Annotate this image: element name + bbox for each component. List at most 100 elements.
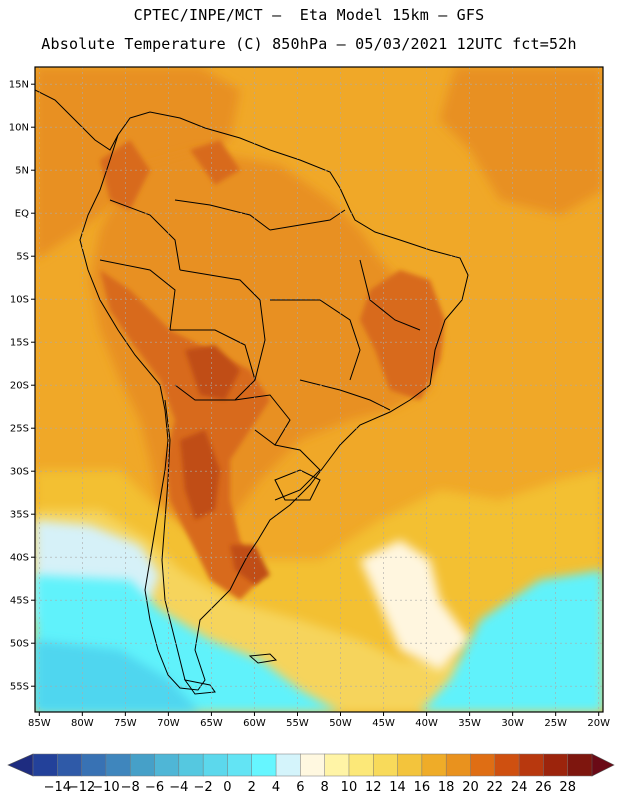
border-argentina-chile <box>161 399 186 681</box>
border-guianas <box>269 209 346 231</box>
lat-tick-label: 10S <box>10 295 29 306</box>
colorbar-swatch <box>494 753 520 777</box>
colorbar-swatch <box>81 753 107 777</box>
colorbar-label: 12 <box>365 780 382 795</box>
field-core-northeast-brazil <box>360 270 445 400</box>
lon-tick-label: 20W <box>587 718 610 729</box>
colorbar-swatch <box>445 753 472 777</box>
colorbar-label: 8 <box>321 780 329 795</box>
coastlines <box>35 89 469 695</box>
field-core-venezuela <box>190 140 240 185</box>
colorbar-swatch <box>178 753 204 777</box>
lon-tick-label: 40W <box>415 718 438 729</box>
lat-tick-label: 10N <box>9 123 29 134</box>
lat-tick-label: 40S <box>10 553 29 564</box>
border-peru <box>99 259 176 331</box>
tierra-del-fuego <box>183 679 216 695</box>
colorbar-swatch <box>518 753 544 777</box>
lat-tick-label: 15S <box>10 338 29 349</box>
lat-tick-label: 5N <box>15 166 29 177</box>
lon-tick-label: 55W <box>286 718 309 729</box>
colorbar-label: 18 <box>438 780 455 795</box>
lat-tick-label: 15N <box>9 80 29 91</box>
border-paraguay <box>234 394 291 446</box>
colorbar-swatch <box>567 753 593 777</box>
field-region-south-east-cyan <box>420 570 603 712</box>
field-region-south-cyan-deep <box>35 640 200 712</box>
lon-tick-label: 75W <box>114 718 137 729</box>
colorbar-label: 20 <box>462 780 479 795</box>
lat-tick-label: 30S <box>10 467 29 478</box>
colorbar-swatch <box>251 753 277 777</box>
colorbar-label: −8 <box>121 780 140 795</box>
lat-tick-label: 50S <box>10 639 29 650</box>
border-brazil-states-2 <box>359 259 421 331</box>
colorbar-label: 26 <box>535 780 552 795</box>
colorbar-label: 16 <box>414 780 431 795</box>
colorbar-swatch <box>57 753 83 777</box>
lon-tick-label: 30W <box>501 718 524 729</box>
lat-tick-label: 5S <box>16 252 29 263</box>
lon-tick-label: 80W <box>71 718 94 729</box>
lon-tick-label: 50W <box>329 718 352 729</box>
lat-tick-label: 35S <box>10 510 29 521</box>
colorbar-label: 0 <box>223 780 231 795</box>
field-core-gran-chaco <box>185 345 240 400</box>
lat-tick-label: 20S <box>10 381 29 392</box>
lon-tick-label: 70W <box>157 718 180 729</box>
chart-title: CPTEC/INPE/MCT – Eta Model 15km – GFS <box>133 6 485 24</box>
colorbar-swatch <box>421 753 447 777</box>
colorbar-label: −6 <box>145 780 164 795</box>
lon-tick-label: 25W <box>544 718 567 729</box>
border-brazil-west <box>179 269 266 381</box>
field-region-north-east <box>440 67 603 215</box>
colorbar-swatch <box>373 753 399 777</box>
field-core-argentina <box>180 430 220 520</box>
colorbar-label: −2 <box>194 780 213 795</box>
lat-tick-label: EQ <box>15 209 29 220</box>
south-america-coastline <box>79 111 469 691</box>
longitude-axis: 85W 80W 75W 70W 65W 60W 55W 50W 45W 40W 35W 30W 25W 2… <box>28 712 610 729</box>
colorbar-label: 14 <box>389 780 406 795</box>
colorbar-label: 10 <box>341 780 358 795</box>
colorbar-label: 28 <box>559 780 576 795</box>
colorbar-swatch <box>543 753 569 777</box>
chart-subtitle: Absolute Temperature (C) 850hPa – 05/03/… <box>41 35 577 53</box>
border-venezuela <box>174 199 271 231</box>
lon-tick-label: 60W <box>243 718 266 729</box>
colorbar-swatch <box>129 753 156 777</box>
latitude-axis: 15N 10N 5N EQ 5S 10S 15S 20S 25S 30S 35S 40S 45S 50S 5… <box>9 80 35 693</box>
field-region-south-cream <box>360 540 470 670</box>
colorbar-label: −10 <box>92 780 119 795</box>
temperature-field <box>35 67 603 712</box>
colorbar-label: 4 <box>272 780 280 795</box>
lat-tick-label: 25S <box>10 424 29 435</box>
colorbar-high-arrow <box>591 753 615 777</box>
lon-tick-label: 35W <box>458 718 481 729</box>
colorbar-label: 22 <box>487 780 504 795</box>
lon-tick-label: 85W <box>28 718 51 729</box>
field-core-andes <box>100 270 270 600</box>
colorbar-swatch <box>397 753 423 777</box>
map-frame <box>34 66 604 713</box>
colorbar-swatch <box>202 753 228 777</box>
colorbar-swatch <box>300 753 326 777</box>
lat-tick-label: 55S <box>10 682 29 693</box>
colorbar-label: −14 <box>44 780 71 795</box>
colorbar-swatch <box>275 753 301 777</box>
colorbar-swatch <box>324 753 350 777</box>
colorbar-low-arrow <box>7 753 34 777</box>
lon-tick-label: 45W <box>372 718 395 729</box>
colorbar-swatch <box>32 753 58 777</box>
colorbar-swatch <box>227 753 253 777</box>
border-colombia <box>109 199 181 271</box>
colorbar-label: −12 <box>68 780 95 795</box>
colorbar-swatch <box>348 753 374 777</box>
colorbar-label: −4 <box>169 780 188 795</box>
central-america-coastline <box>35 89 119 151</box>
colorbar: −14−12−10 −8 −6 −4 −2 0 2 4 6 8 10 12 14 16 18 20 22 24 26… <box>7 753 615 795</box>
border-uruguay <box>274 469 321 501</box>
field-core-patagonia <box>230 545 270 585</box>
colorbar-label: 6 <box>296 780 304 795</box>
